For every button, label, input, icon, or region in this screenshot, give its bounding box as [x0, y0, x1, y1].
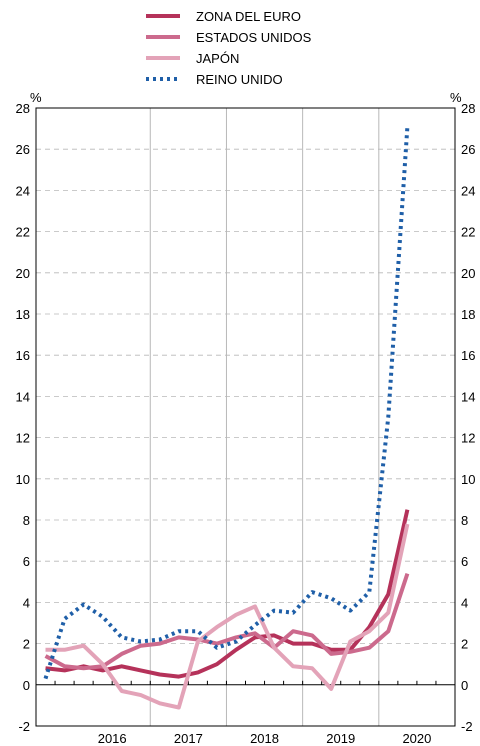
y-tick-label-right: 14: [461, 389, 475, 404]
x-tick-label: 2016: [98, 731, 127, 746]
y-tick-label-left: 28: [16, 101, 30, 116]
x-tick-label: 2019: [326, 731, 355, 746]
y-tick-label-right: 26: [461, 142, 475, 157]
y-tick-label-right: 28: [461, 101, 475, 116]
y-tick-label-left: 24: [16, 183, 30, 198]
y-tick-label-right: 2: [461, 637, 468, 652]
legend-item-estados-unidos: ESTADOS UNIDOS: [146, 30, 312, 45]
y-tick-label-right: 6: [461, 554, 468, 569]
legend-item-zona-del-euro: ZONA DEL EURO: [146, 9, 301, 24]
series-lines: [43, 126, 410, 710]
legend-label-zona-del-euro: ZONA DEL EURO: [196, 9, 301, 24]
x-tick-label: 2020: [402, 731, 431, 746]
y-tick-label-right: 8: [461, 513, 468, 528]
y-tick-label-left: 20: [16, 266, 30, 281]
y-tick-label-left: 8: [23, 513, 30, 528]
series-line-3: [43, 126, 410, 680]
y-tick-label-right: 18: [461, 307, 475, 322]
y-tick-label-right: 4: [461, 595, 468, 610]
y-tick-label-right: 12: [461, 431, 475, 446]
x-tick-label: 2017: [174, 731, 203, 746]
legend-item-japon: JAPÓN: [146, 51, 239, 66]
y-tick-label-right: 24: [461, 183, 475, 198]
x-tick-label: 2018: [250, 731, 279, 746]
y-tick-label-left: 16: [16, 348, 30, 363]
y-tick-label-left: 14: [16, 389, 30, 404]
legend-label-japon: JAPÓN: [196, 51, 239, 66]
legend-item-reino-unido: REINO UNIDO: [146, 72, 283, 87]
legend: ZONA DEL EURO ESTADOS UNIDOS JAPÓN REINO…: [146, 9, 312, 87]
y-tick-label-left: 26: [16, 142, 30, 157]
y-tick-label-right: 20: [461, 266, 475, 281]
y-tick-label-left: -2: [18, 719, 30, 734]
y-tick-label-right: 10: [461, 472, 475, 487]
y-axis-unit-right: %: [450, 90, 462, 105]
series-line-2: [45, 523, 410, 710]
y-tick-label-left: 6: [23, 554, 30, 569]
plot-frame: [35, 107, 456, 727]
legend-label-estados-unidos: ESTADOS UNIDOS: [196, 30, 312, 45]
y-tick-label-left: 0: [23, 678, 30, 693]
y-tick-label-left: 12: [16, 431, 30, 446]
y-tick-label-left: 10: [16, 472, 30, 487]
y-tick-label-left: 18: [16, 307, 30, 322]
y-tick-label-right: -2: [461, 719, 473, 734]
y-tick-label-left: 22: [16, 225, 30, 240]
y-tick-label-right: 0: [461, 678, 468, 693]
y-axis-unit-left: %: [30, 90, 42, 105]
y-tick-label-left: 4: [23, 595, 30, 610]
y-tick-label-left: 2: [23, 637, 30, 652]
legend-label-reino-unido: REINO UNIDO: [196, 72, 283, 87]
y-tick-label-right: 22: [461, 225, 475, 240]
y-tick-label-right: 16: [461, 348, 475, 363]
